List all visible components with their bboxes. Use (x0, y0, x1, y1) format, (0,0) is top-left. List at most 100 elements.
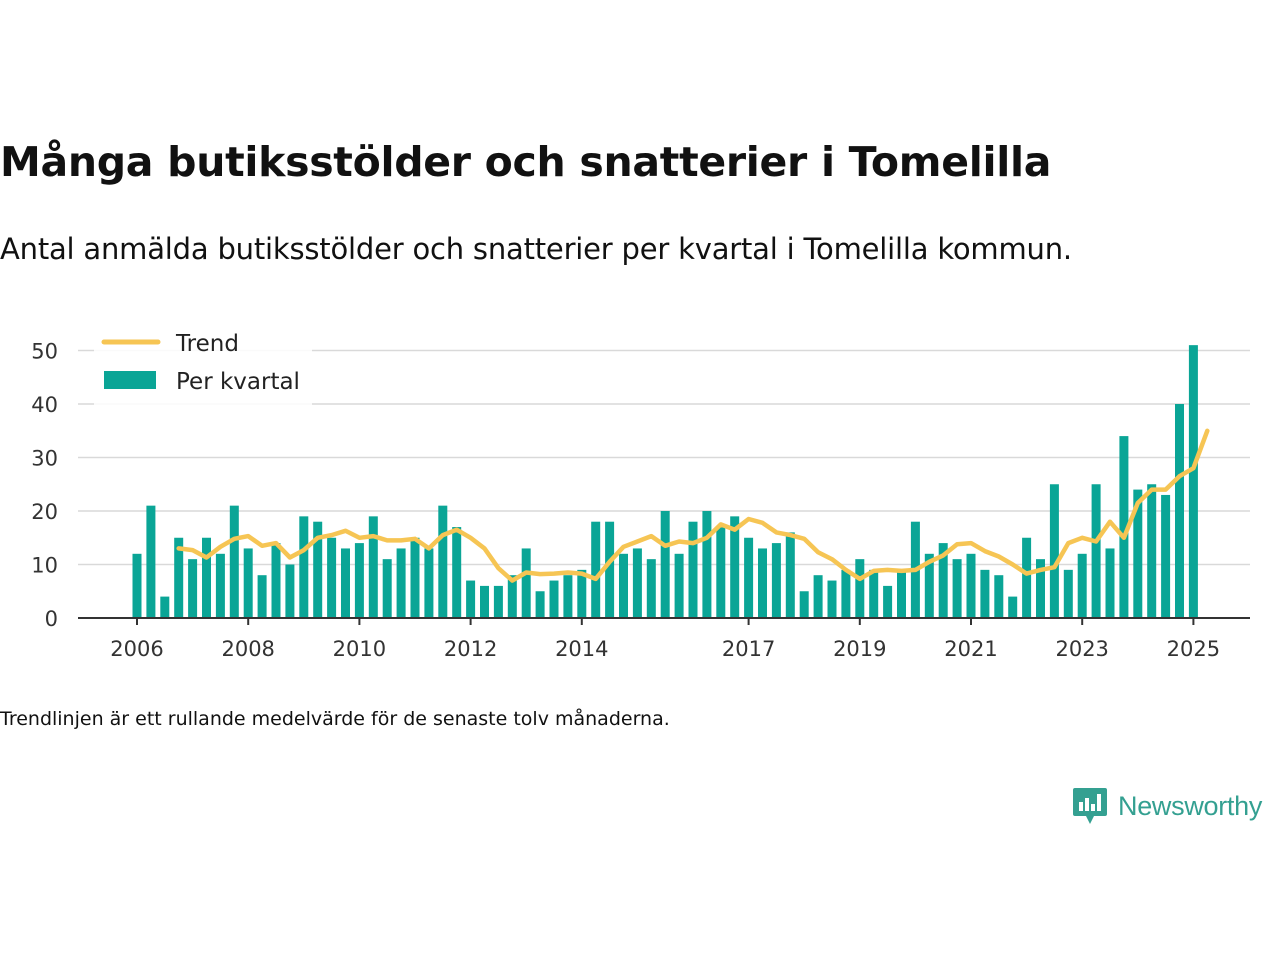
bar (1091, 484, 1101, 618)
x-tick-label: 2010 (333, 637, 386, 661)
bar (188, 559, 198, 618)
bar (702, 511, 712, 618)
bar (813, 575, 823, 618)
bar (563, 575, 573, 618)
bar (1022, 537, 1032, 618)
bar (229, 505, 239, 618)
bar (257, 575, 267, 618)
bar (438, 505, 448, 618)
y-tick-label: 10 (31, 554, 58, 578)
trend-line (176, 428, 1210, 583)
legend-background (94, 325, 312, 405)
bar (1077, 553, 1087, 618)
x-tick-label: 2006 (110, 637, 163, 661)
chart-title: Många butiksstölder och snatterier i Tom… (0, 138, 1052, 186)
bar (660, 511, 670, 618)
y-tick-label: 20 (31, 500, 58, 524)
x-tick-label: 2019 (833, 637, 886, 661)
bar (549, 580, 559, 618)
x-axis: 2006 2008 2010 2012 2014 2017 2019 2021 2023 2025 (78, 617, 1250, 661)
bar (952, 559, 962, 618)
bar (758, 548, 767, 618)
bar (799, 591, 809, 618)
x-tick-label: 2023 (1055, 637, 1108, 661)
bar (730, 516, 740, 618)
bar (994, 575, 1004, 618)
x-tick-label: 2017 (722, 637, 775, 661)
bar (424, 548, 434, 618)
x-tick-label: 2025 (1167, 637, 1220, 661)
y-tick-label: 30 (31, 447, 58, 471)
bar (1063, 569, 1073, 618)
bar (827, 580, 837, 618)
bar (1049, 484, 1059, 618)
bar (285, 564, 295, 618)
bar (368, 516, 378, 618)
bar (507, 575, 517, 618)
bar (619, 553, 628, 618)
bar (1008, 596, 1018, 618)
bar (980, 569, 990, 618)
footnote: Trendlinjen är ett rullande medelvärde f… (0, 708, 670, 730)
bar (521, 548, 531, 618)
bar (771, 543, 781, 618)
bar (1188, 345, 1198, 618)
bar-series-per-kvartal (132, 345, 1198, 618)
bar (577, 569, 587, 618)
y-tick-label: 0 (45, 607, 58, 631)
brand-name: Newsworthy (1118, 790, 1263, 821)
x-tick-label: 2014 (555, 637, 608, 661)
bar (243, 548, 253, 618)
bar (605, 521, 615, 618)
bar (535, 591, 545, 618)
bar (744, 537, 754, 618)
y-axis: 0 10 20 30 40 50 (31, 340, 58, 632)
bar (452, 527, 462, 618)
bar (716, 527, 726, 618)
bar (132, 553, 142, 618)
legend-bar-swatch (104, 371, 156, 389)
bar (1119, 436, 1129, 618)
bar (924, 553, 934, 618)
bar (1105, 548, 1115, 618)
bar (480, 585, 489, 618)
bar (855, 559, 865, 618)
bar (466, 580, 476, 618)
bar (493, 585, 503, 618)
bar (1036, 559, 1045, 618)
bar (632, 548, 642, 618)
bar (202, 537, 211, 618)
bar (938, 543, 948, 618)
bar (1147, 484, 1157, 618)
brand-logo[interactable]: Newsworthy (1072, 786, 1262, 826)
bar (674, 553, 684, 618)
bar (354, 543, 364, 618)
bar (841, 569, 851, 618)
bar (869, 569, 879, 618)
legend-trend-label: Trend (175, 331, 239, 357)
x-tick-label: 2021 (944, 637, 997, 661)
y-tick-label: 50 (31, 340, 58, 364)
chart-subtitle: Antal anmälda butiksstölder och snatteri… (0, 232, 1072, 266)
bar (646, 559, 656, 618)
bar (382, 559, 392, 618)
trend-series (176, 428, 1210, 583)
bar (1161, 494, 1171, 618)
bar (341, 548, 350, 618)
bar (174, 537, 184, 618)
bar (591, 521, 601, 618)
bar (1175, 404, 1184, 618)
bar (299, 516, 309, 618)
newsworthy-logo-icon (1073, 788, 1107, 824)
bar (327, 537, 337, 618)
bar (271, 543, 281, 618)
bar (883, 585, 893, 618)
x-tick-label: 2008 (221, 637, 274, 661)
x-tick-label: 2012 (444, 637, 497, 661)
bar (966, 553, 976, 618)
bar (897, 569, 906, 618)
bar (1133, 489, 1143, 618)
y-tick-label: 40 (31, 393, 58, 417)
legend-bar-label: Per kvartal (176, 369, 300, 395)
bar (160, 596, 170, 618)
